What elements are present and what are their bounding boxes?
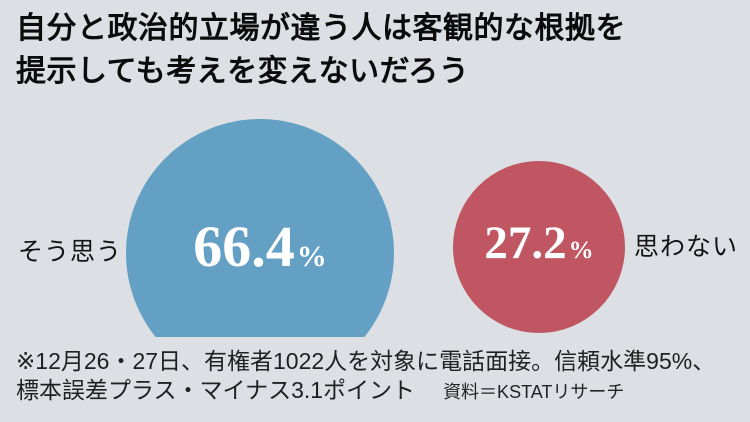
agree-percent-sign: % (296, 239, 327, 273)
agree-bubble: 66.4% (126, 119, 394, 337)
agree-percentage: 66.4 (193, 213, 295, 279)
agree-value: 66.4% (193, 213, 327, 280)
footnote: ※12月26・27日、有権者1022人を対象に電話面接。信頼水準95%、 標本誤… (16, 347, 715, 407)
chart-title-line2: 提示しても考えを変えないだろう (16, 55, 470, 88)
footnote-line2: 標本誤差プラス・マイナス3.1ポイント 資料＝KSTATリサーチ (16, 376, 715, 407)
disagree-percent-sign: % (568, 237, 594, 264)
disagree-value: 27.2% (484, 216, 593, 270)
bubble-chart: 66.4% 27.2% (126, 119, 625, 337)
agree-label: そう思う (18, 238, 123, 266)
disagree-bubble: 27.2% (453, 161, 625, 333)
data-source: 資料＝KSTATリサーチ (443, 382, 625, 402)
disagree-label: 思わない (634, 233, 739, 261)
chart-title: 自分と政治的立場が違う人は客観的な根拠を 提示しても考えを変えないだろう (16, 7, 626, 93)
footnote-line2-text: 標本誤差プラス・マイナス3.1ポイント (16, 377, 416, 403)
footnote-line1: ※12月26・27日、有権者1022人を対象に電話面接。信頼水準95%、 (16, 348, 716, 374)
disagree-percentage: 27.2 (484, 217, 567, 269)
chart-title-line1: 自分と政治的立場が違う人は客観的な根拠を (16, 12, 626, 45)
